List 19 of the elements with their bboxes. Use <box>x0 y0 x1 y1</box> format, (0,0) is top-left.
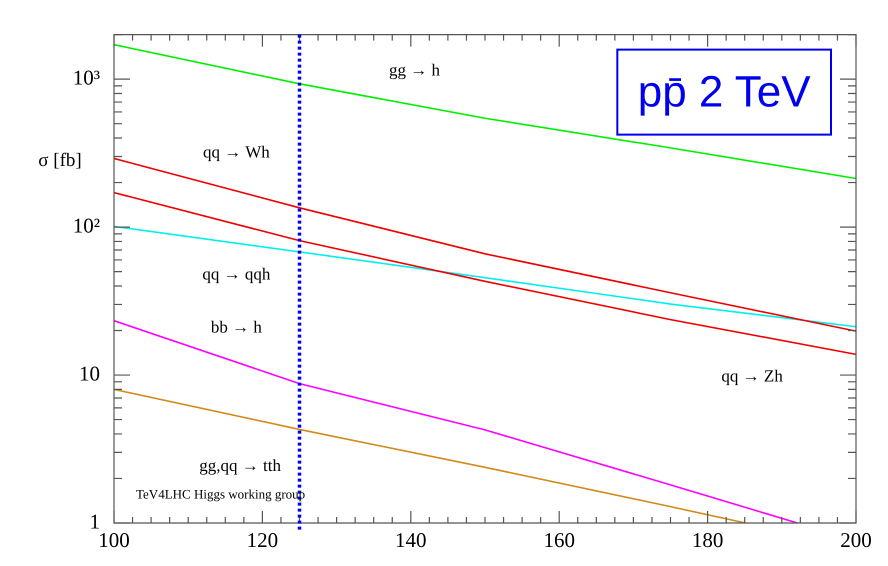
series-label: gg → h <box>389 60 441 80</box>
text: pp̄ 2 TeV <box>638 68 812 117</box>
series-label: qq → qqh <box>202 264 271 284</box>
x-tick-label: 140 <box>395 528 427 552</box>
x-tick-label: 180 <box>692 528 724 552</box>
x-tick-label: 200 <box>840 528 872 552</box>
annotation: TeV4LHC Higgs working group <box>136 486 306 502</box>
series-label: gg,qq → tth <box>199 456 282 476</box>
y-tick-label: 1 <box>90 510 100 534</box>
series-label: qq → Zh <box>721 366 784 386</box>
y-tick-label: 10³ <box>72 66 100 90</box>
x-tick-label: 100 <box>98 528 130 552</box>
series-label: qq → Wh <box>203 142 270 162</box>
series-label: bb → h <box>210 318 262 337</box>
x-tick-label: 120 <box>246 528 278 552</box>
y-tick-label: 10 <box>79 362 100 386</box>
y-tick-label: 10² <box>72 214 100 238</box>
y-axis-title: σ [fb] <box>38 150 82 171</box>
x-tick-label: 160 <box>543 528 575 552</box>
